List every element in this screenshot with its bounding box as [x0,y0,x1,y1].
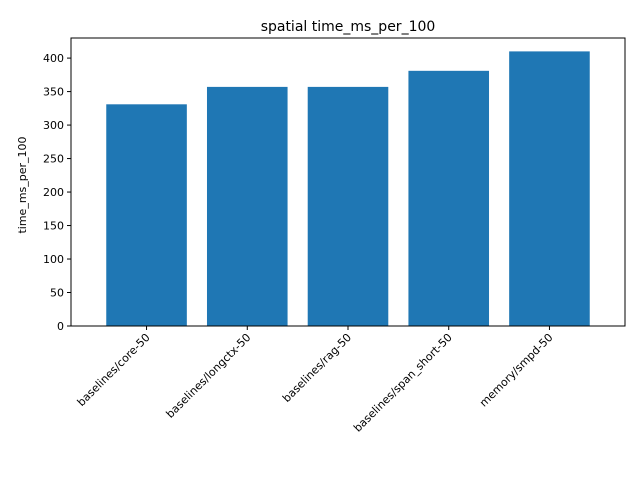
chart-title: spatial time_ms_per_100 [261,19,436,35]
x-tick-label: baselines/rag-50 [280,331,354,405]
x-axis: baselines/core-50 baselines/longctx-50 bas… [75,326,556,435]
bar [408,70,490,326]
y-tick-label: 50 [50,287,64,300]
bar [307,86,389,326]
bar [206,86,288,326]
x-tick-label: memory/smpd-50 [477,331,556,410]
bar [509,51,590,326]
y-tick-label: 200 [43,186,64,199]
y-tick-label: 150 [43,220,64,233]
x-tick-label: baselines/core-50 [75,331,153,409]
y-axis-label: time_ms_per_100 [16,136,29,233]
bars-group [106,51,590,326]
y-tick-label: 400 [43,52,64,65]
y-tick-label: 300 [43,119,64,132]
y-tick-label: 0 [57,320,64,333]
y-tick-label: 100 [43,253,64,266]
x-tick-label: baselines/span_short-50 [351,331,455,435]
plot-frame [70,37,626,327]
y-axis: 0 50 100 150 200 250 300 350 400 [43,52,71,333]
y-tick-label: 250 [43,153,64,166]
x-tick-label: baselines/longctx-50 [164,331,254,421]
bar [106,104,187,326]
y-tick-label: 350 [43,86,64,99]
